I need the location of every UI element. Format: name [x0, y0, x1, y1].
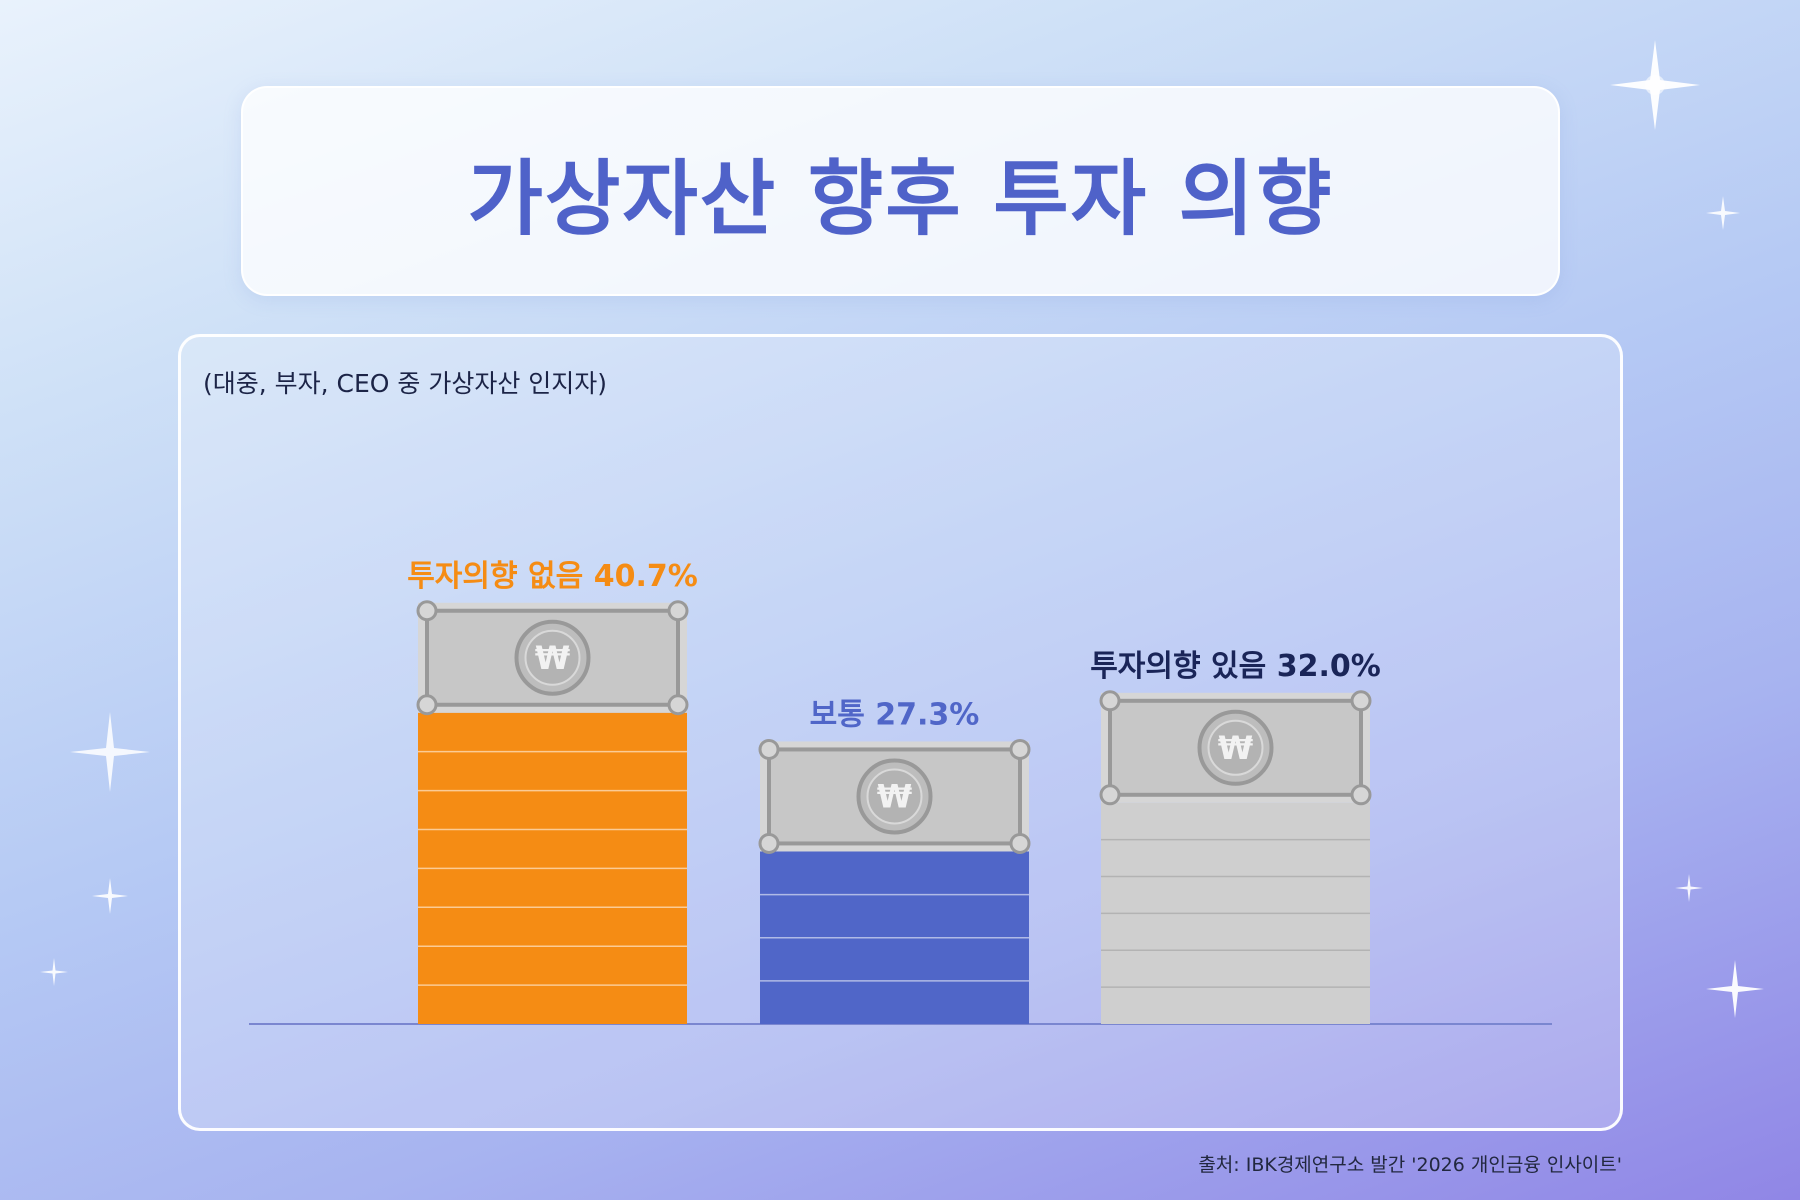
- sparkle-icon: [40, 958, 68, 986]
- sparkle-icon: [1706, 960, 1764, 1018]
- won-sign-icon: ₩: [877, 777, 912, 815]
- banknote-corner: [1099, 784, 1121, 806]
- banknote-corner: [758, 738, 780, 760]
- data-label: 투자의향 없음 40.7%: [407, 559, 698, 594]
- banknote-corner: [758, 832, 780, 854]
- banknote-corner: [1350, 690, 1372, 712]
- sparkle-icon: [92, 878, 128, 914]
- banknote-corner: [1009, 738, 1031, 760]
- sparkle-icon: [70, 712, 150, 792]
- chart-title: 가상자산 향후 투자 의향: [467, 151, 1334, 247]
- bar-group: ₩ 보통 27.3%: [758, 697, 1031, 1024]
- sparkle-icon: [1675, 874, 1703, 902]
- banknote-corner: [1099, 690, 1121, 712]
- won-sign-icon: ₩: [535, 639, 570, 677]
- bar-group: ₩ 투자의향 없음 40.7%: [407, 559, 698, 1024]
- chart-subtitle: (대중, 부자, CEO 중 가상자산 인지자): [203, 369, 608, 398]
- title-card: 가상자산 향후 투자 의향: [241, 86, 1560, 296]
- source-note: 출처: IBK경제연구소 발간 '2026 개인금융 인사이트': [1198, 1154, 1622, 1176]
- banknote-corner: [416, 600, 438, 622]
- sparkle-icon: [1610, 40, 1700, 130]
- won-sign-icon: ₩: [1218, 729, 1253, 767]
- banknote-corner: [667, 600, 689, 622]
- bar-group: ₩ 투자의향 있음 32.0%: [1090, 649, 1381, 1024]
- banknote-corner: [416, 694, 438, 716]
- coin-inner: [524, 629, 581, 686]
- won-banknote-icon: ₩: [758, 738, 1031, 854]
- banknote-corner: [1009, 832, 1031, 854]
- data-label: 투자의향 있음 32.0%: [1090, 649, 1381, 684]
- coin-inner: [1207, 719, 1264, 776]
- sparkle-icon: [1706, 196, 1740, 230]
- banknote-corner: [667, 694, 689, 716]
- won-banknote-icon: ₩: [1099, 690, 1372, 806]
- coin-inner: [866, 768, 923, 825]
- data-label: 보통 27.3%: [810, 697, 980, 732]
- banknote-corner: [1350, 784, 1372, 806]
- won-banknote-icon: ₩: [416, 600, 689, 716]
